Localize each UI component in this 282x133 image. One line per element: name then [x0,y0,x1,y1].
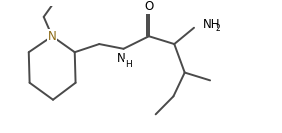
Text: 2: 2 [215,24,220,33]
Text: O: O [144,0,153,13]
Text: NH: NH [203,18,221,31]
Text: N: N [48,30,57,43]
Text: N: N [117,53,126,65]
Text: H: H [125,60,132,69]
